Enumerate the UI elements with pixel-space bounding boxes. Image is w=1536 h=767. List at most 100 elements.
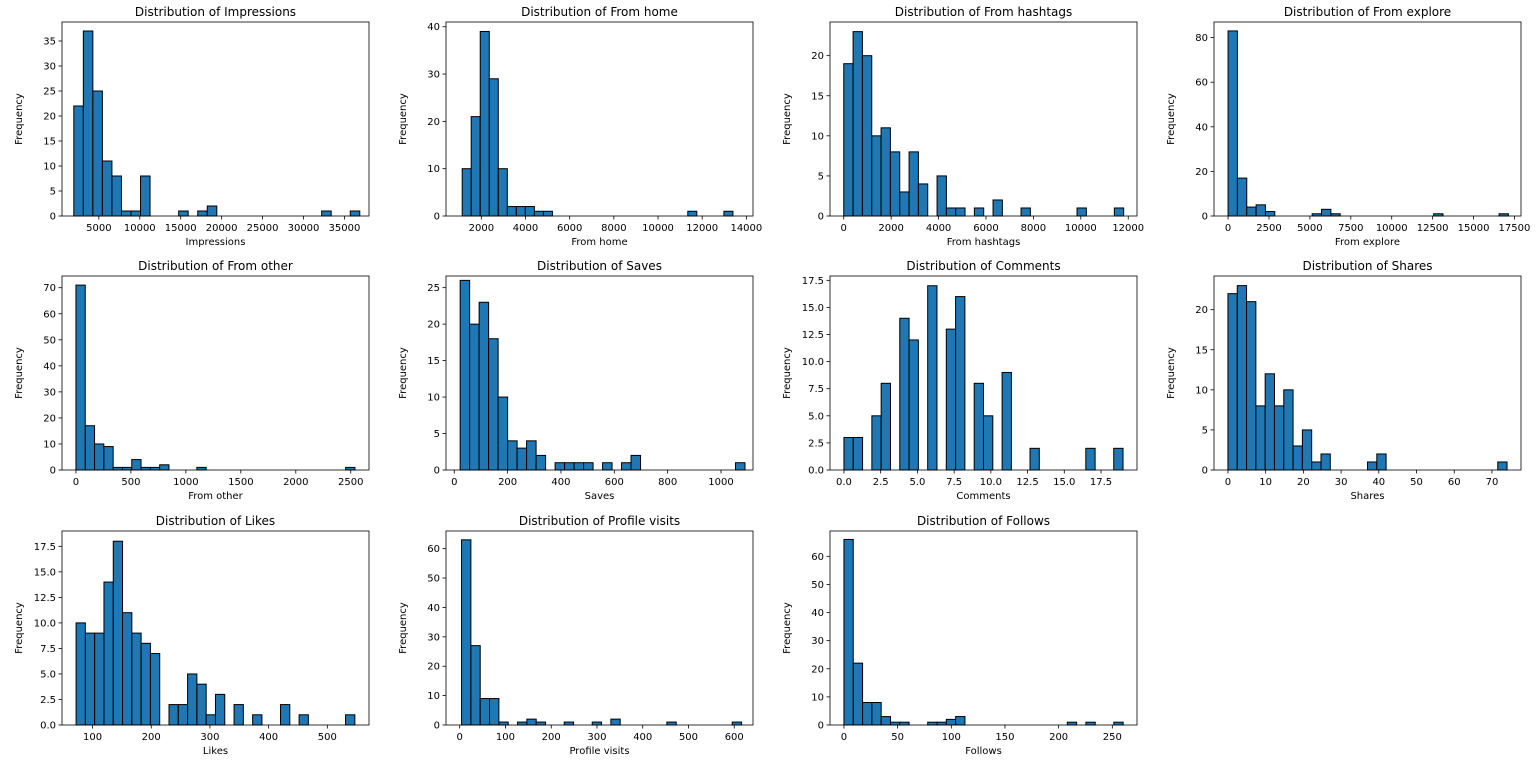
histogram-bar: [103, 446, 114, 471]
y-tick-label: 30: [811, 636, 824, 647]
y-tick-label: 0: [434, 721, 440, 732]
x-axis-label: Comments: [956, 491, 1010, 502]
y-tick-label: 5: [434, 429, 440, 440]
x-tick-label: 100: [942, 732, 961, 743]
x-tick-label: 25000: [247, 223, 279, 234]
x-tick-label: 5000: [86, 223, 111, 234]
histogram-bar: [149, 653, 161, 726]
y-tick-label: 12.5: [802, 330, 824, 341]
y-tick-label: 7.5: [808, 384, 824, 395]
histogram-bar: [524, 206, 535, 217]
y-tick-label: 0: [50, 212, 56, 223]
x-tick-label: 0: [1225, 477, 1231, 488]
y-tick-label: 20: [427, 320, 440, 331]
histogram-bar: [973, 207, 985, 217]
histogram-bar: [843, 63, 854, 217]
histogram-bar: [945, 207, 957, 217]
histogram-bar: [843, 436, 854, 471]
y-axis-label: Frequency: [1166, 347, 1177, 399]
histogram-bar: [945, 328, 957, 471]
x-tick-label: 15000: [165, 223, 197, 234]
histogram-bar: [1497, 461, 1508, 471]
histogram-bar: [843, 538, 854, 726]
y-axis-label: Frequency: [14, 602, 25, 654]
x-tick-label: 0: [73, 477, 79, 488]
y-tick-label: 60: [811, 552, 824, 563]
x-tick-label: 300: [587, 732, 606, 743]
y-tick-label: 60: [43, 309, 56, 320]
histogram-bar: [1320, 453, 1331, 471]
histogram-bar: [1020, 207, 1031, 217]
x-tick-label: 20: [1297, 477, 1310, 488]
x-tick-label: 10000: [1376, 223, 1408, 234]
y-tick-label: 0.0: [40, 721, 56, 732]
histogram-bar: [488, 338, 499, 471]
axes-frame: [445, 275, 754, 471]
y-axis-label: Frequency: [398, 602, 409, 654]
histogram-bar: [82, 30, 94, 217]
y-tick-label: 7.5: [40, 644, 56, 655]
x-axis-label: Impressions: [186, 237, 246, 248]
chart-panel: 0 100 200 300 400 500 600 0 10 20 30 40 50 60 Distribu…: [398, 514, 754, 757]
y-tick-label: 30: [43, 62, 56, 73]
histogram-bar: [852, 662, 864, 726]
histogram-bar: [871, 135, 882, 217]
histogram-bar: [168, 704, 179, 726]
y-tick-label: 50: [43, 335, 56, 346]
x-tick-label: 0: [841, 223, 847, 234]
y-tick-label: 50: [427, 574, 440, 585]
histogram-bar: [621, 462, 632, 471]
x-tick-label: 6000: [557, 223, 582, 234]
x-tick-label: 17.5: [1090, 477, 1112, 488]
y-axis-label: Frequency: [14, 93, 25, 145]
histogram-bar: [140, 175, 151, 217]
histogram-bar: [178, 210, 189, 217]
x-tick-label: 1000: [173, 477, 198, 488]
y-tick-label: 25: [43, 87, 56, 98]
histogram-bar: [84, 425, 96, 471]
histogram-bar: [498, 721, 509, 726]
x-axis-label: Follows: [965, 746, 1002, 757]
histogram-bar: [526, 718, 537, 726]
y-tick-label: 20: [1195, 167, 1208, 178]
y-tick-label: 0: [434, 466, 440, 477]
histogram-bar: [731, 721, 743, 726]
y-tick-label: 40: [811, 608, 824, 619]
y-tick-label: 5.0: [808, 411, 824, 422]
x-tick-label: 12.5: [1016, 477, 1038, 488]
histogram-bar: [196, 683, 207, 726]
histogram-bar: [515, 206, 526, 217]
y-tick-label: 0: [50, 466, 56, 477]
histogram-bar: [507, 440, 518, 471]
x-axis-label: From explore: [1335, 237, 1400, 248]
y-tick-label: 0: [818, 721, 824, 732]
histogram-bar: [945, 718, 957, 726]
histogram-bar: [461, 168, 472, 217]
histogram-bar: [469, 323, 480, 471]
histogram-bar: [280, 704, 291, 726]
histogram-bar: [955, 207, 966, 217]
x-tick-label: 2000: [878, 223, 903, 234]
y-tick-label: 0: [434, 212, 440, 223]
x-tick-label: 100: [83, 732, 102, 743]
y-tick-label: 10.0: [34, 618, 56, 629]
histogram-bar: [459, 279, 471, 471]
x-tick-label: 250: [1103, 732, 1122, 743]
y-tick-label: 5.0: [40, 669, 56, 680]
histogram-bar: [497, 168, 508, 217]
x-tick-label: 4000: [926, 223, 951, 234]
histogram-bar: [666, 721, 677, 726]
histogram-bar: [973, 382, 984, 471]
x-tick-label: 1500: [228, 477, 253, 488]
histogram-bar: [1255, 405, 1266, 471]
histogram-bar: [880, 382, 891, 471]
histogram-bar: [94, 632, 105, 726]
y-tick-label: 10: [1195, 385, 1208, 396]
histogram-bar: [479, 698, 491, 726]
histogram-bar: [1227, 293, 1238, 471]
y-tick-label: 15: [811, 91, 824, 102]
chart-title: Distribution of From home: [521, 5, 678, 19]
histogram-bar: [1321, 208, 1332, 217]
histogram-bar: [517, 721, 528, 726]
